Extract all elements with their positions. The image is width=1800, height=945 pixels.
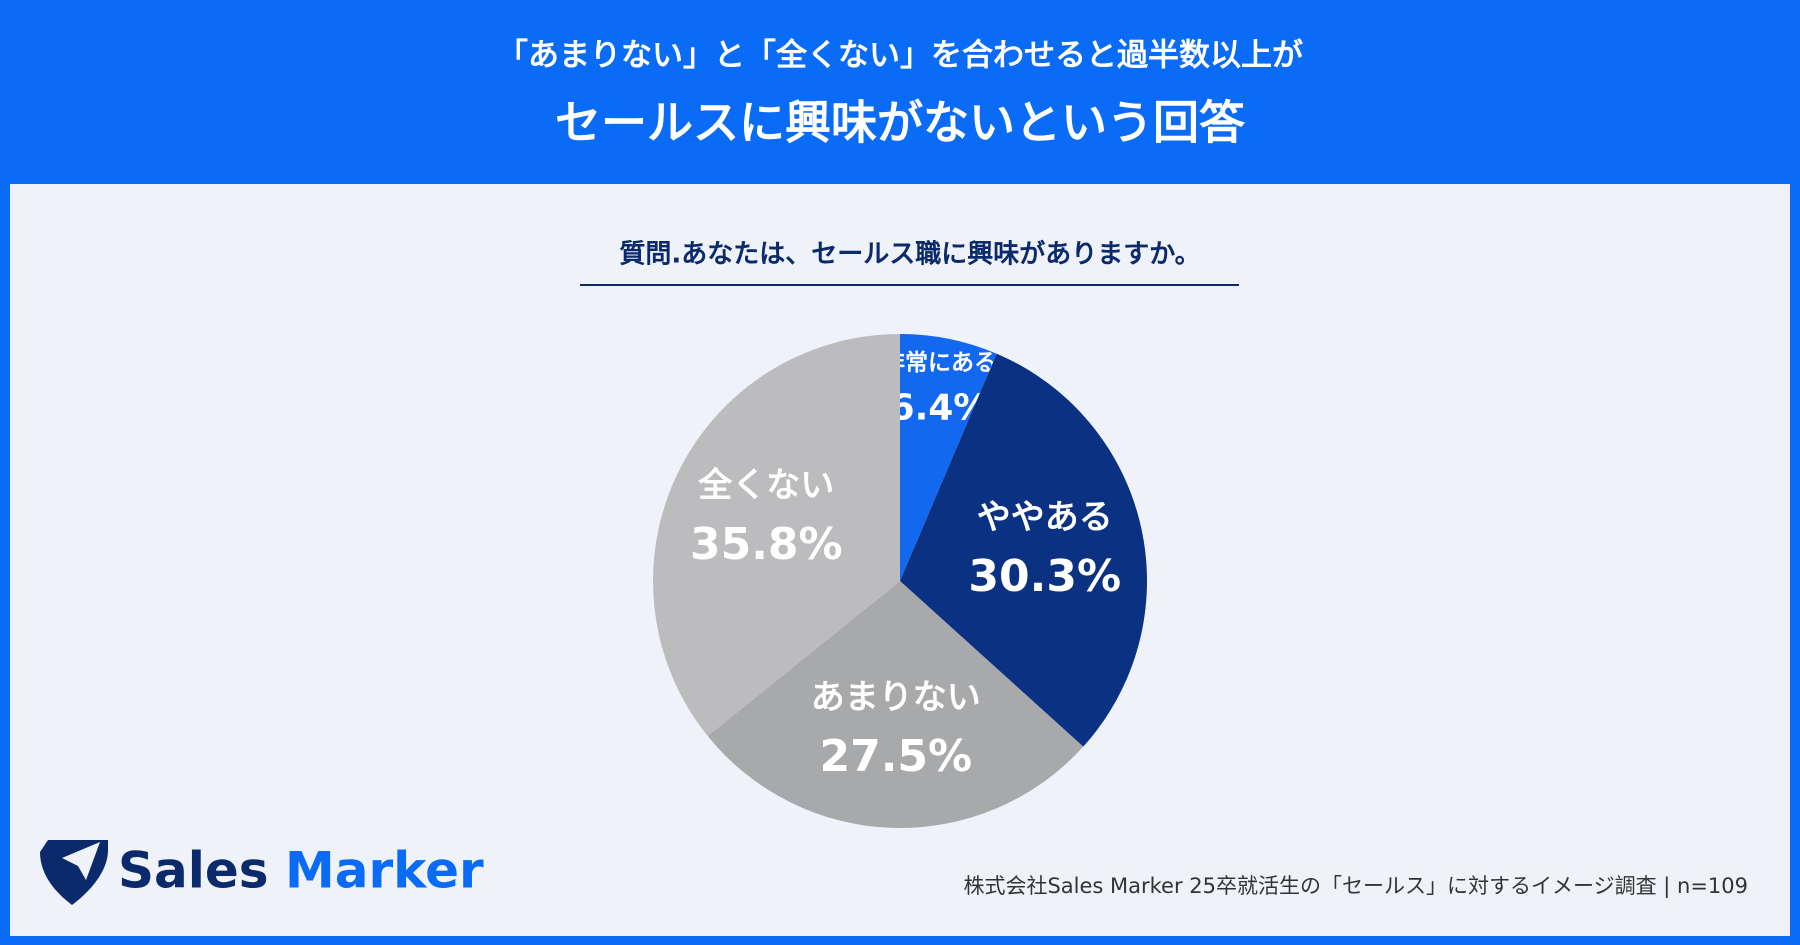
question: 質問.あなたは、セールス職に興味がありますか。 [619,239,1200,270]
slice-value-label: 27.5% [819,731,972,782]
slice-label: ややある [977,498,1113,538]
logo-icon-cut [62,842,100,880]
logo: Sales Marker [40,840,484,905]
slice-label: 全くない [697,466,834,506]
slice-label: あまりない [811,678,981,718]
header-line-1: 「あまりない」と「全くない」を合わせると過半数以上が [497,38,1303,74]
pie-slice [900,353,1147,747]
pie-slice [652,334,900,737]
slice-value-label: 30.3% [968,551,1121,602]
logo-word-2: Marker [285,842,484,900]
logo-word-1: Sales [118,842,269,900]
pie-slice [900,334,997,581]
slice-label: 非常にある [882,350,997,376]
footer-note: 株式会社Sales Marker 25卒就活生の「セールス」に対するイメージ調査… [963,874,1748,899]
header-line-2: セールスに興味がないという回答 [555,96,1246,150]
slice-value-label: 35.8% [690,519,843,570]
pie-slice [707,581,1084,828]
